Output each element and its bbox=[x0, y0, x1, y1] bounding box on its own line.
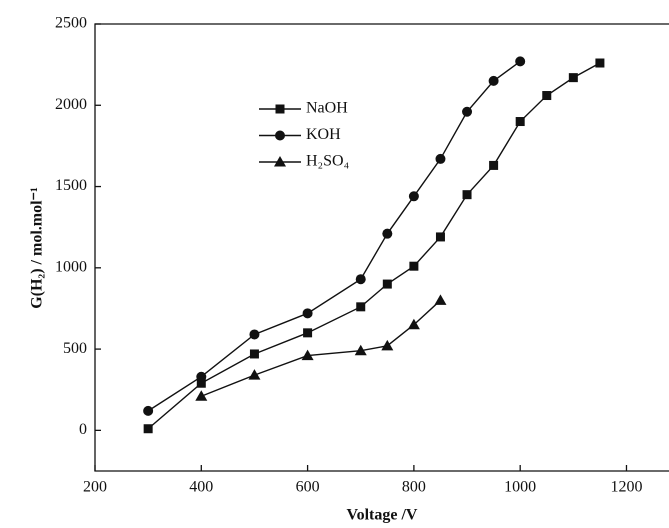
x-tick-label: 600 bbox=[296, 479, 320, 496]
legend-marker bbox=[274, 156, 286, 167]
marker bbox=[542, 91, 552, 101]
y-tick-label: 500 bbox=[63, 340, 87, 357]
y-tick-label: 1500 bbox=[55, 177, 87, 194]
y-tick-label: 2500 bbox=[55, 15, 87, 32]
legend-label: H₂SO₄ bbox=[306, 153, 350, 170]
y-tick-label: 0 bbox=[79, 421, 87, 438]
x-axis-label: Voltage /V bbox=[347, 507, 418, 524]
marker bbox=[515, 56, 526, 67]
marker bbox=[489, 160, 499, 170]
marker bbox=[355, 274, 366, 285]
legend-label: NaOH bbox=[306, 100, 348, 117]
marker bbox=[462, 106, 473, 117]
x-tick-label: 400 bbox=[189, 479, 213, 496]
y-tick-label: 1000 bbox=[55, 258, 87, 275]
legend-marker bbox=[275, 104, 285, 114]
marker bbox=[462, 190, 472, 200]
marker bbox=[488, 75, 499, 86]
marker bbox=[249, 329, 260, 340]
marker bbox=[301, 349, 314, 361]
x-tick-label: 200 bbox=[83, 479, 107, 496]
plot-frame bbox=[94, 23, 669, 472]
marker bbox=[595, 58, 605, 68]
legend-marker bbox=[275, 130, 285, 141]
y-tick-label: 2000 bbox=[55, 96, 87, 113]
series-line bbox=[147, 62, 601, 430]
marker bbox=[143, 424, 153, 434]
marker bbox=[434, 294, 447, 305]
marker bbox=[196, 378, 206, 388]
marker bbox=[381, 339, 394, 351]
marker bbox=[435, 232, 445, 242]
y-axis-label: G(H₂) / mol.mol⁻¹ bbox=[29, 187, 46, 309]
marker bbox=[408, 191, 419, 202]
x-tick-label: 1200 bbox=[610, 479, 642, 496]
x-tick-label: 1000 bbox=[504, 479, 536, 496]
marker bbox=[195, 390, 208, 401]
marker bbox=[354, 344, 367, 356]
marker bbox=[143, 405, 154, 416]
marker bbox=[196, 371, 207, 382]
marker bbox=[303, 328, 313, 338]
marker bbox=[515, 117, 525, 127]
marker bbox=[382, 279, 392, 289]
marker bbox=[435, 153, 446, 164]
marker bbox=[409, 261, 419, 271]
marker bbox=[382, 228, 393, 239]
marker bbox=[356, 302, 366, 312]
marker bbox=[249, 349, 259, 359]
x-tick-label: 800 bbox=[402, 479, 426, 496]
marker bbox=[302, 308, 313, 319]
marker bbox=[568, 73, 578, 83]
legend-label: KOH bbox=[306, 126, 341, 143]
marker bbox=[248, 369, 261, 380]
marker bbox=[407, 318, 420, 330]
